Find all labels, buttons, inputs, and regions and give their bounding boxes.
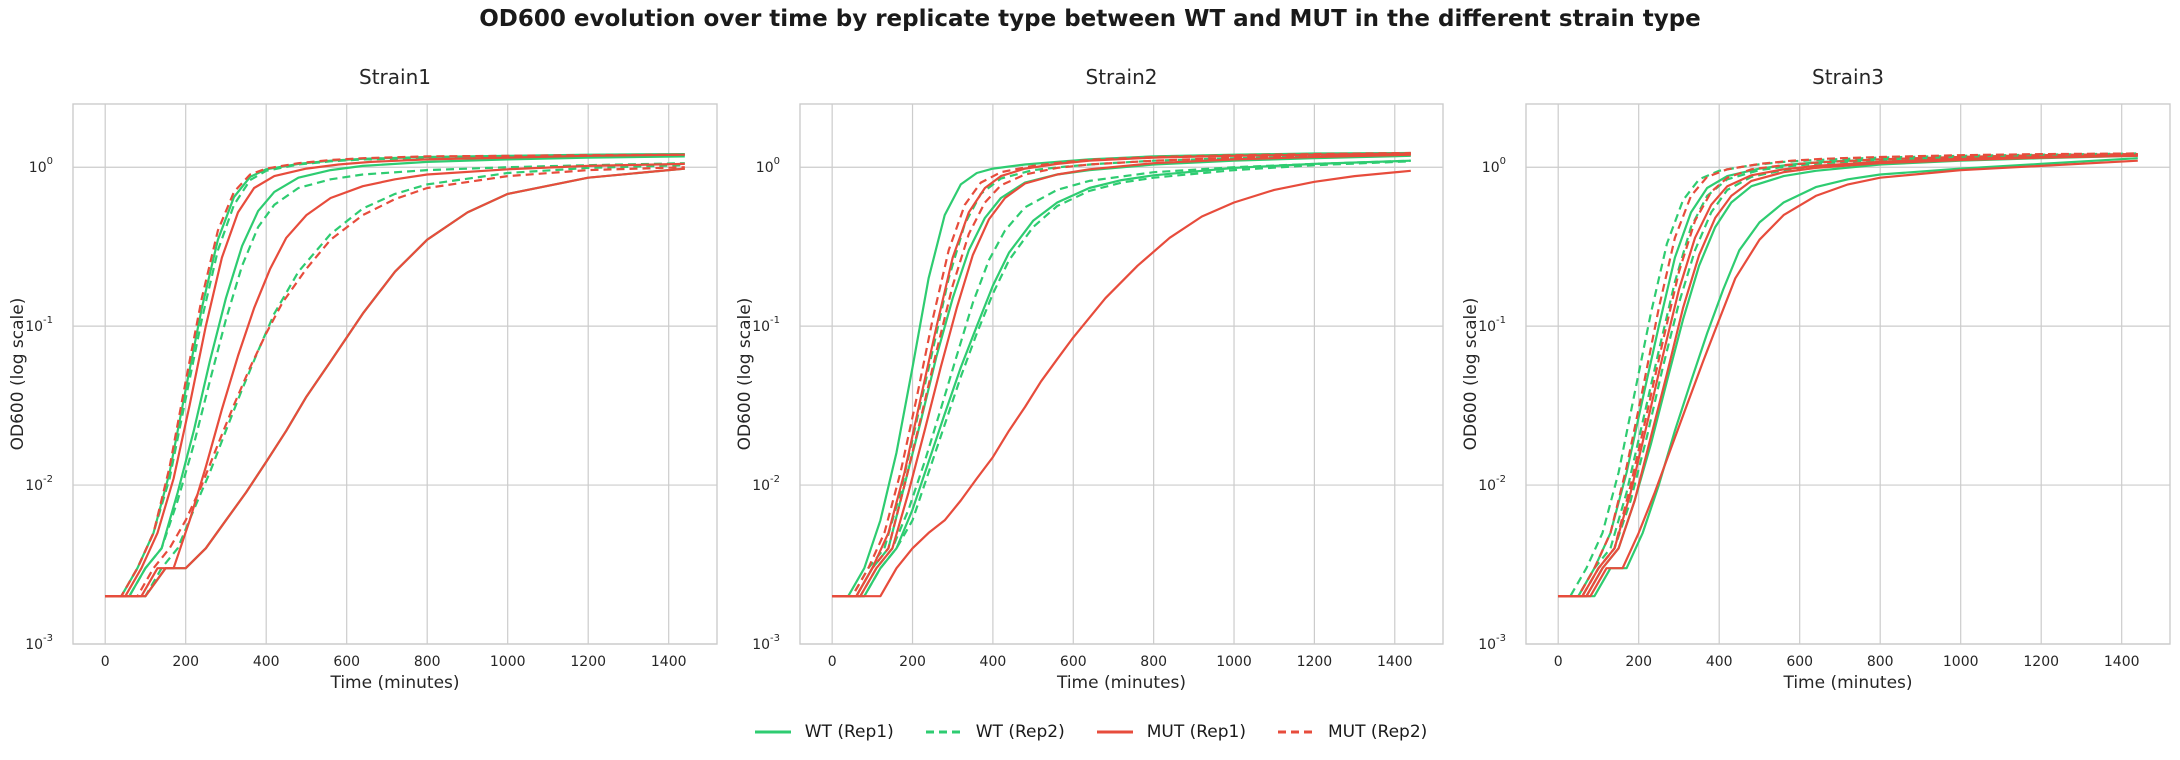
y-tick-label: 10-2 xyxy=(1478,474,1506,494)
series-line-mut-rep2 xyxy=(832,151,1411,598)
y-axis-label: OD600 (log scale) xyxy=(735,298,755,451)
series-line-mut-rep1 xyxy=(832,153,1411,598)
series-line-mut-rep1 xyxy=(832,152,1411,598)
legend-label: WT (Rep2) xyxy=(975,722,1065,742)
x-tick-label: 200 xyxy=(172,654,199,670)
legend: WT (Rep1) WT (Rep2) MUT (Rep1) MUT (Rep2) xyxy=(0,722,2180,742)
y-tick-exponent: -1 xyxy=(43,315,53,326)
y-tick-label: 10-1 xyxy=(25,315,53,335)
chart-panel-2: 0 200 400 600 800 1000 1200 140010-310-210-1100… xyxy=(735,65,1444,693)
series-line-wt-rep2 xyxy=(105,162,685,598)
y-tick-exponent: 0 xyxy=(47,156,53,167)
x-tick-label: 0 xyxy=(101,654,110,670)
x-tick-label: 1200 xyxy=(2023,654,2059,670)
legend-swatch xyxy=(925,730,962,734)
y-tick-label: 100 xyxy=(29,156,53,176)
series-line-mut-rep1 xyxy=(1558,154,2138,598)
series-line-wt-rep2 xyxy=(832,160,1411,598)
legend-item: WT (Rep1) xyxy=(753,722,894,742)
x-tick-label: 400 xyxy=(1706,654,1733,670)
series-line-wt-rep1 xyxy=(832,151,1411,598)
plot-area xyxy=(799,103,1444,645)
legend-swatch xyxy=(1096,730,1133,734)
series-line-wt-rep1 xyxy=(105,155,685,598)
x-tick-label: 1000 xyxy=(1943,654,1979,670)
x-tick-label: 800 xyxy=(1140,654,1167,670)
x-tick-label: 800 xyxy=(1867,654,1894,670)
chart-panel-3: 0 200 400 600 800 1000 1200 140010-310-210-1100… xyxy=(1461,65,2171,693)
y-tick-label: 10-1 xyxy=(1478,315,1506,335)
series-line-mut-rep1 xyxy=(105,153,685,598)
series-line-mut-rep2 xyxy=(1558,153,2138,598)
y-tick-label: 10-3 xyxy=(1478,633,1506,653)
x-tick-label: 200 xyxy=(899,654,926,670)
y-tick-label: 100 xyxy=(756,156,780,176)
y-tick-label: 100 xyxy=(1482,156,1506,176)
x-tick-label: 800 xyxy=(414,654,441,670)
y-tick-label: 10-2 xyxy=(752,474,780,494)
x-tick-label: 400 xyxy=(980,654,1007,670)
y-tick-label: 10-1 xyxy=(752,315,780,335)
x-axis-label: Time (minutes) xyxy=(329,673,459,693)
series-line-wt-rep1 xyxy=(1558,157,2138,598)
chart-panel-1: 0 200 400 600 800 1000 1200 140010-310-210-1100… xyxy=(8,65,718,693)
x-tick-label: 1200 xyxy=(570,654,606,670)
x-tick-label: 1400 xyxy=(2104,654,2140,670)
panel-title: Strain3 xyxy=(1812,65,1884,89)
series-line-mut-rep1 xyxy=(1558,159,2138,598)
series-line-mut-rep2 xyxy=(1558,152,2138,598)
x-tick-label: 1000 xyxy=(1216,654,1252,670)
series-line-wt-rep2 xyxy=(832,153,1411,598)
y-tick-exponent: -1 xyxy=(1496,315,1506,326)
y-tick-exponent: -2 xyxy=(43,474,53,485)
legend-label: MUT (Rep2) xyxy=(1327,722,1428,742)
x-tick-label: 600 xyxy=(1786,654,1813,670)
y-tick-exponent: -3 xyxy=(1496,633,1506,644)
legend-label: MUT (Rep1) xyxy=(1146,722,1246,742)
panel-title: Strain2 xyxy=(1086,65,1158,89)
series-line-mut-rep1 xyxy=(105,167,685,598)
x-tick-label: 1000 xyxy=(490,654,526,670)
panel-title: Strain1 xyxy=(359,65,431,89)
x-tick-label: 600 xyxy=(333,654,360,670)
series-line-mut-rep2 xyxy=(105,153,685,598)
legend-item: MUT (Rep2) xyxy=(1276,722,1427,742)
legend-swatch xyxy=(1277,730,1314,734)
series-line-mut-rep1 xyxy=(832,169,1411,598)
x-axis-label: Time (minutes) xyxy=(1782,673,1912,693)
legend-item: WT (Rep2) xyxy=(924,722,1065,742)
plot-area xyxy=(72,103,718,645)
x-tick-label: 400 xyxy=(253,654,280,670)
legend-swatch xyxy=(754,730,791,734)
legend-label: WT (Rep1) xyxy=(804,722,894,742)
x-tick-label: 1400 xyxy=(1377,654,1413,670)
y-tick-label: 10-2 xyxy=(25,474,53,494)
y-tick-exponent: -3 xyxy=(43,633,53,644)
y-axis-label: OD600 (log scale) xyxy=(8,298,28,451)
legend-item: MUT (Rep1) xyxy=(1095,722,1246,742)
y-tick-exponent: 0 xyxy=(774,156,780,167)
y-tick-exponent: -2 xyxy=(770,474,780,485)
figure-title: OD600 evolution over time by replicate t… xyxy=(479,6,1701,32)
y-tick-exponent: -1 xyxy=(770,315,780,326)
series-line-wt-rep1 xyxy=(832,154,1411,598)
y-axis-label: OD600 (log scale) xyxy=(1461,298,1481,451)
y-tick-label: 10-3 xyxy=(752,633,780,653)
y-tick-label: 10-3 xyxy=(25,633,53,653)
x-tick-label: 1400 xyxy=(651,654,687,670)
x-axis-label: Time (minutes) xyxy=(1056,673,1186,693)
x-tick-label: 200 xyxy=(1625,654,1652,670)
x-tick-label: 0 xyxy=(828,654,837,670)
x-tick-label: 0 xyxy=(1554,654,1563,670)
y-tick-exponent: 0 xyxy=(1500,156,1506,167)
y-tick-exponent: -3 xyxy=(770,633,780,644)
series-line-mut-rep1 xyxy=(1558,154,2138,598)
x-tick-label: 1200 xyxy=(1297,654,1333,670)
series-line-wt-rep1 xyxy=(832,159,1411,598)
x-tick-label: 600 xyxy=(1060,654,1087,670)
series-line-mut-rep2 xyxy=(105,166,685,598)
y-tick-exponent: -2 xyxy=(1496,474,1506,485)
